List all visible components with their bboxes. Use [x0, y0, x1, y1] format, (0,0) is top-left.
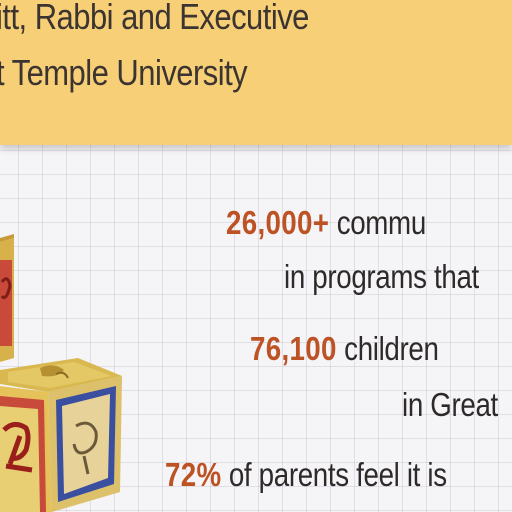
banner-line-1: itt, Rabbi and Executive: [0, 0, 309, 37]
block-front: [0, 358, 122, 512]
stat-text: of parents feel it is: [221, 456, 447, 493]
stat-text: children: [336, 330, 439, 367]
stat-line-5: 72% of parents feel it is: [165, 456, 447, 494]
stat-text: commu: [329, 204, 427, 241]
stat-line-1: 26,000+ commu: [226, 204, 426, 242]
header-banner: itt, Rabbi and Executive t Temple Univer…: [0, 0, 512, 145]
stat-number: 76,100: [250, 330, 337, 367]
stat-text: in programs that: [284, 258, 479, 295]
banner-line-2: t Temple University: [0, 52, 248, 93]
stat-text: in Great: [402, 386, 498, 423]
block-back: [0, 234, 14, 362]
hebrew-blocks-image: [0, 234, 122, 512]
stat-line-3: 76,100 children: [250, 330, 439, 368]
stat-line-2: in programs that: [284, 258, 479, 296]
stat-number: 26,000+: [226, 204, 330, 241]
stat-line-4: in Great: [402, 386, 498, 424]
stat-number: 72%: [165, 456, 222, 493]
